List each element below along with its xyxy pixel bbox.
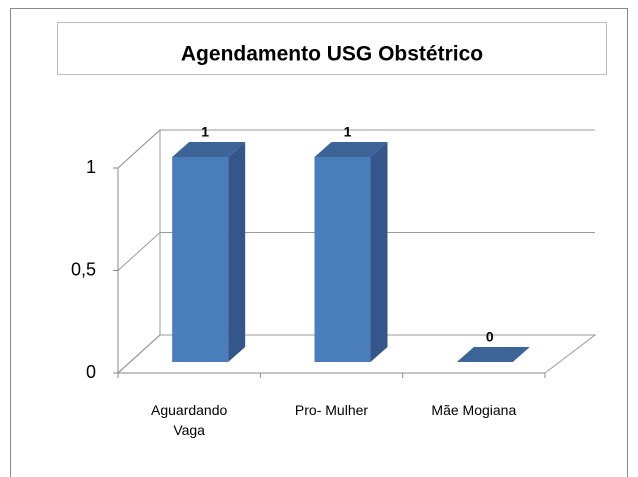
bar-top bbox=[314, 142, 388, 157]
y-tick-label: 1 bbox=[86, 157, 96, 177]
bar bbox=[314, 157, 371, 362]
bar bbox=[172, 157, 229, 362]
bar-side bbox=[228, 142, 246, 362]
chart-title: Agendamento USG Obstétrico bbox=[181, 43, 483, 66]
y-tick-label: 0 bbox=[86, 362, 96, 382]
grid-line bbox=[117, 334, 595, 374]
x-tick-label: Aguardando Vaga bbox=[151, 402, 228, 438]
bar-top bbox=[172, 142, 246, 157]
bar-top bbox=[456, 347, 530, 362]
bar-side bbox=[370, 142, 388, 362]
grid-line bbox=[117, 129, 595, 169]
title-box bbox=[57, 22, 607, 75]
data-label: 0 bbox=[486, 329, 494, 345]
grid-line bbox=[117, 232, 595, 271]
data-label: 1 bbox=[344, 124, 352, 140]
y-tick-label: 0,5 bbox=[71, 259, 96, 279]
x-tick-label: Pro- Mulher bbox=[294, 402, 369, 418]
data-label: 1 bbox=[201, 124, 209, 140]
x-tick-label: Mãe Mogiana bbox=[431, 402, 517, 418]
